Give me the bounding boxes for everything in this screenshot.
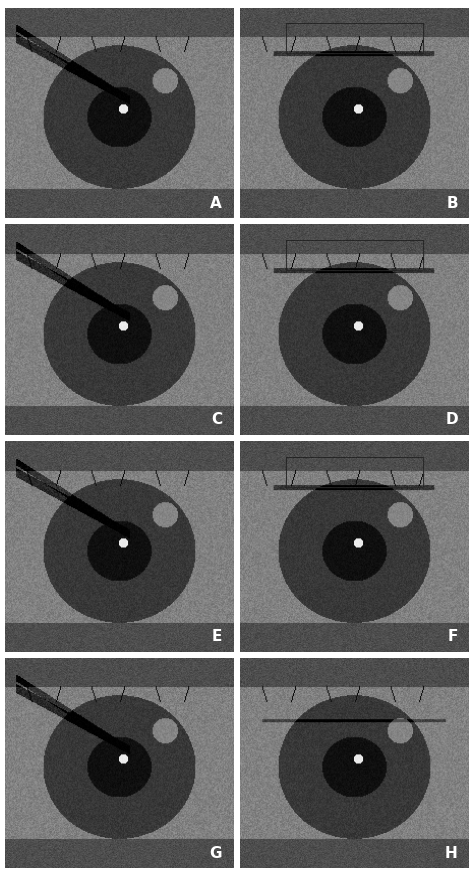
Text: E: E <box>212 629 222 644</box>
Text: H: H <box>445 845 458 859</box>
Text: A: A <box>210 196 222 210</box>
Text: C: C <box>211 412 222 427</box>
Text: D: D <box>445 412 458 427</box>
Text: B: B <box>446 196 458 210</box>
Text: F: F <box>447 629 458 644</box>
Text: G: G <box>210 845 222 859</box>
